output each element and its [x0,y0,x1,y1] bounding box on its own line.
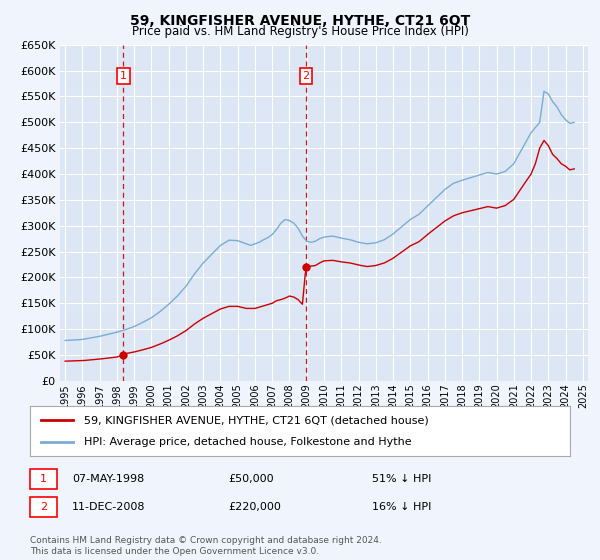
Text: 07-MAY-1998: 07-MAY-1998 [72,474,144,484]
Text: 1: 1 [40,474,47,484]
Text: 16% ↓ HPI: 16% ↓ HPI [372,502,431,512]
Text: 51% ↓ HPI: 51% ↓ HPI [372,474,431,484]
Text: 59, KINGFISHER AVENUE, HYTHE, CT21 6QT (detached house): 59, KINGFISHER AVENUE, HYTHE, CT21 6QT (… [84,415,429,425]
Text: 2: 2 [302,71,310,81]
Text: £220,000: £220,000 [228,502,281,512]
Text: Price paid vs. HM Land Registry's House Price Index (HPI): Price paid vs. HM Land Registry's House … [131,25,469,38]
Text: 2: 2 [40,502,47,512]
Text: Contains HM Land Registry data © Crown copyright and database right 2024.
This d: Contains HM Land Registry data © Crown c… [30,536,382,556]
Text: 1: 1 [120,71,127,81]
Text: HPI: Average price, detached house, Folkestone and Hythe: HPI: Average price, detached house, Folk… [84,437,412,447]
Text: 59, KINGFISHER AVENUE, HYTHE, CT21 6QT: 59, KINGFISHER AVENUE, HYTHE, CT21 6QT [130,14,470,28]
Text: £50,000: £50,000 [228,474,274,484]
Text: 11-DEC-2008: 11-DEC-2008 [72,502,146,512]
